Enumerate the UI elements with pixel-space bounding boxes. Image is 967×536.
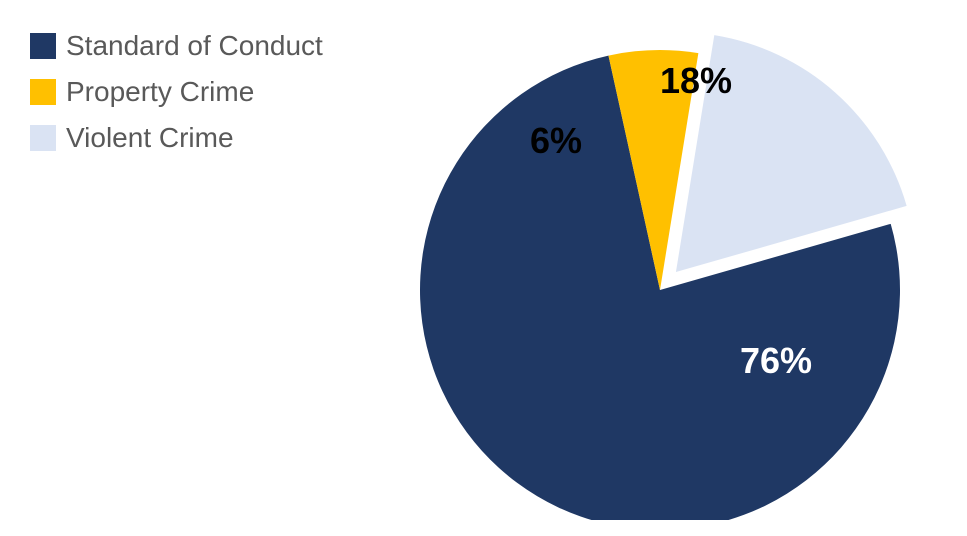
legend-label: Violent Crime: [66, 122, 234, 154]
legend-item: Violent Crime: [30, 122, 323, 154]
legend: Standard of Conduct Property Crime Violent…: [30, 30, 323, 168]
slice-label: 6%: [530, 120, 582, 162]
slice-label: 76%: [740, 340, 812, 382]
legend-swatch: [30, 125, 56, 151]
legend-swatch: [30, 79, 56, 105]
chart-container: Standard of Conduct Property Crime Violent…: [0, 0, 967, 536]
legend-swatch: [30, 33, 56, 59]
pie-chart: 76% 6% 18%: [400, 20, 920, 520]
legend-label: Property Crime: [66, 76, 254, 108]
slice-label: 18%: [660, 60, 732, 102]
legend-item: Property Crime: [30, 76, 323, 108]
legend-item: Standard of Conduct: [30, 30, 323, 62]
legend-label: Standard of Conduct: [66, 30, 323, 62]
